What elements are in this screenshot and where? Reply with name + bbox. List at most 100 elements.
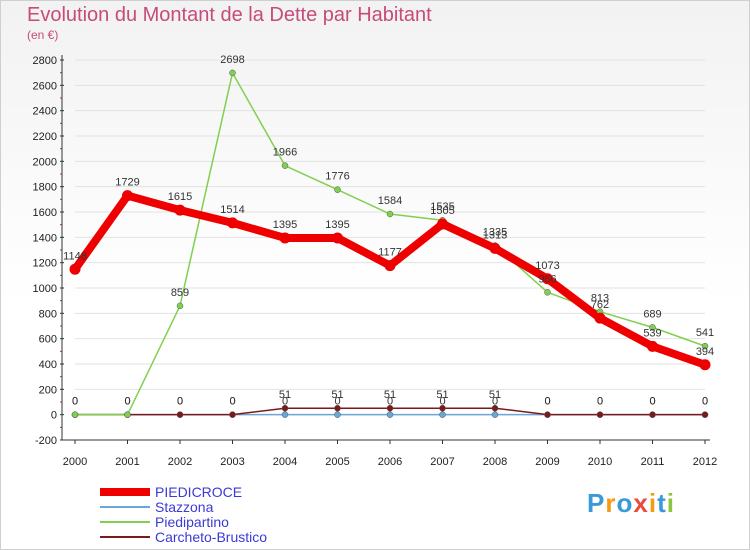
- x-tick-label-5: 2005: [325, 456, 349, 468]
- point-s3-12: [701, 411, 709, 418]
- legend-item-2: Piedipartino: [100, 514, 360, 530]
- point-s3-6: [386, 404, 394, 412]
- point-s2-11: [649, 324, 656, 331]
- series-line-2: [75, 72, 706, 416]
- point-s0-5: [332, 232, 343, 244]
- data-label-s2-2: 859: [171, 287, 189, 299]
- data-label-s3-7: 51: [436, 389, 448, 401]
- data-label-s2-4: 1966: [273, 147, 297, 159]
- point-s0-2: [174, 204, 186, 216]
- logo-letter-2: o: [616, 488, 634, 518]
- y-tick-label-0: -200: [35, 435, 57, 447]
- data-label-s3-4: 51: [279, 389, 291, 401]
- point-s0-1: [122, 190, 133, 202]
- data-label-s2-9: 966: [538, 273, 556, 285]
- legend: PIEDICROCE Stazzona Piedipartino Carcheto-B…: [100, 484, 360, 545]
- logo-letter-1: r: [605, 488, 617, 518]
- data-label-s2-6: 1584: [378, 195, 402, 207]
- data-label-s3-6: 51: [384, 389, 396, 401]
- data-label-s0-10: 762: [591, 299, 609, 311]
- data-label-s0-1: 1729: [115, 177, 139, 189]
- y-tick-label-5: 800: [39, 308, 57, 320]
- data-label-s1-2: 0: [177, 396, 183, 408]
- series-lines: [71, 72, 707, 416]
- legend-label-0: PIEDICROCE: [155, 484, 243, 500]
- x-tick-label-3: 2003: [220, 456, 244, 468]
- data-label-s3-3: 0: [229, 396, 235, 408]
- data-label-s3-0: 0: [72, 396, 78, 408]
- data-label-s0-9: 1073: [535, 260, 559, 272]
- point-s0-3: [227, 217, 238, 229]
- point-s2-9: [544, 289, 551, 296]
- point-s2-1: [124, 411, 131, 418]
- legend-swatch-1: [100, 506, 150, 508]
- logo-letter-3: x: [633, 488, 649, 518]
- point-s0-8: [489, 242, 501, 254]
- point-s1-5: [334, 411, 341, 418]
- y-tick-label-1: 0: [51, 410, 57, 422]
- point-s0-7: [437, 218, 448, 230]
- x-tick-label-0: 2000: [63, 456, 87, 468]
- point-s1-6: [386, 411, 394, 418]
- data-label-s1-1: 0: [124, 396, 130, 408]
- point-s0-6: [384, 260, 396, 272]
- logo-letter-4: i: [648, 488, 658, 518]
- data-label-s0-3: 1514: [220, 204, 244, 216]
- y-tick-label-14: 2600: [33, 80, 57, 92]
- point-s3-10: [596, 411, 604, 418]
- data-label-s2-5: 1776: [325, 171, 349, 183]
- point-s0-4: [279, 232, 291, 244]
- series-points: [69, 69, 711, 418]
- axes: -200020040060080010001200140016001800200…: [33, 55, 717, 468]
- legend-item-3: Carcheto-Brustico: [100, 529, 360, 545]
- data-label-s3-9: 0: [544, 396, 550, 408]
- data-label-s2-7: 1535: [430, 201, 454, 213]
- point-s3-8: [491, 404, 499, 412]
- data-label-s2-8: 1335: [483, 227, 507, 239]
- data-label-s1-0: 0: [72, 396, 78, 408]
- y-tick-label-7: 1200: [33, 258, 57, 270]
- x-tick-label-6: 2006: [378, 456, 402, 468]
- data-label-s0-7: 1505: [430, 205, 454, 217]
- point-s0-0: [69, 263, 81, 275]
- legend-item-0: PIEDICROCE: [100, 484, 360, 500]
- x-tick-label-10: 2010: [588, 456, 612, 468]
- point-s1-8: [491, 411, 499, 418]
- data-label-s3-12: 0: [702, 396, 708, 408]
- x-tick-label-2: 2002: [168, 456, 192, 468]
- data-label-s2-3: 2698: [220, 54, 244, 66]
- y-tick-label-11: 2000: [33, 156, 57, 168]
- point-s3-9: [544, 411, 551, 418]
- x-tick-label-9: 2009: [535, 456, 559, 468]
- x-tick-label-8: 2008: [483, 456, 507, 468]
- point-s2-0: [71, 411, 79, 418]
- point-s3-2: [176, 411, 184, 418]
- data-label-s0-11: 539: [643, 327, 661, 339]
- data-label-s2-10: 813: [591, 293, 609, 305]
- logo-letter-6: i: [666, 488, 675, 518]
- x-tick-label-11: 2011: [641, 456, 665, 468]
- y-tick-label-8: 1400: [33, 232, 57, 244]
- data-label-s1-6: 0: [387, 396, 393, 408]
- data-label-s3-8: 51: [489, 389, 501, 401]
- data-label-s0-8: 1313: [483, 229, 507, 241]
- data-label-s1-7: 0: [439, 396, 445, 408]
- y-tick-label-12: 2200: [33, 131, 57, 143]
- chart-subtitle: (en €): [27, 28, 59, 42]
- point-s3-5: [334, 404, 341, 412]
- data-label-s0-0: 1148: [63, 250, 87, 262]
- point-s0-9: [542, 273, 553, 285]
- x-tick-label-1: 2001: [115, 456, 139, 468]
- data-label-s0-5: 1395: [325, 219, 349, 231]
- data-label-s3-11: 0: [649, 396, 655, 408]
- data-label-s0-12: 394: [696, 346, 714, 358]
- data-label-s1-5: 0: [334, 396, 340, 408]
- logo-letter-5: t: [657, 488, 667, 518]
- point-s0-12: [699, 359, 711, 371]
- legend-swatch-3: [100, 536, 150, 538]
- legend-label-2: Piedipartino: [155, 514, 229, 530]
- data-label-s3-5: 51: [331, 389, 343, 401]
- data-label-s2-11: 689: [643, 308, 661, 320]
- point-s1-4: [281, 411, 289, 418]
